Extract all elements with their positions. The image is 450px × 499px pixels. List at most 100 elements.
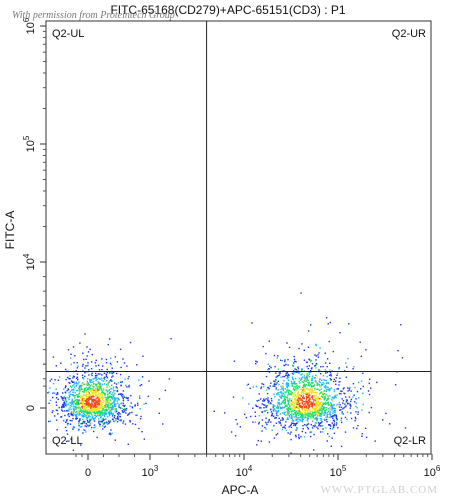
event-dot — [286, 404, 288, 406]
event-dot — [320, 366, 322, 368]
event-dot — [84, 404, 86, 407]
event-dot — [77, 403, 79, 406]
event-dot — [314, 389, 316, 391]
event-dot — [352, 383, 355, 385]
event-dot — [291, 415, 293, 417]
event-dot — [301, 400, 304, 402]
event-dot — [314, 392, 316, 394]
event-dot — [287, 407, 289, 410]
event-dot — [299, 418, 301, 420]
event-dot — [74, 355, 76, 357]
event-dot — [81, 414, 83, 416]
event-dot — [305, 400, 307, 403]
event-dot — [91, 407, 94, 409]
event-dot — [78, 410, 80, 412]
event-dot — [90, 394, 92, 396]
event-dot — [134, 404, 136, 406]
event-dot — [311, 388, 313, 390]
event-dot — [312, 417, 314, 419]
event-dot — [323, 414, 325, 416]
event-dot — [293, 355, 295, 358]
event-dot — [295, 399, 297, 401]
event-dot — [301, 368, 303, 370]
event-dot — [118, 399, 120, 401]
event-dot — [278, 405, 280, 407]
event-dot — [90, 410, 92, 412]
event-dot — [124, 423, 127, 425]
event-dot — [365, 436, 368, 439]
event-dot — [92, 385, 94, 387]
event-dot — [277, 355, 279, 357]
event-dot — [279, 422, 281, 424]
event-dot — [307, 417, 309, 419]
event-dot — [308, 382, 310, 385]
event-dot — [53, 415, 56, 417]
event-dot — [82, 381, 85, 383]
event-dot — [320, 395, 323, 398]
event-dot — [105, 374, 107, 376]
event-dot — [101, 377, 103, 379]
event-dot — [284, 402, 286, 404]
event-dot — [84, 375, 86, 378]
event-dot — [268, 441, 271, 443]
event-dot — [349, 404, 351, 406]
event-dot — [297, 391, 299, 394]
event-dot — [83, 413, 86, 416]
event-dot — [302, 407, 305, 410]
event-dot — [243, 413, 246, 416]
event-dot — [68, 397, 70, 399]
event-dot — [303, 436, 306, 438]
event-dot — [289, 414, 292, 416]
event-dot — [283, 411, 285, 414]
event-dot — [111, 408, 114, 410]
event-dot — [75, 402, 77, 405]
event-dot — [67, 376, 69, 379]
event-dot — [307, 393, 309, 395]
event-dot — [318, 415, 321, 417]
event-dot — [304, 377, 307, 379]
event-dot — [258, 393, 260, 395]
event-dot — [106, 368, 108, 371]
event-dot — [297, 412, 299, 414]
event-dot — [295, 385, 297, 387]
event-dot — [129, 412, 131, 414]
event-dot — [319, 414, 322, 416]
event-dot — [285, 363, 287, 366]
event-dot — [50, 378, 53, 380]
event-dot — [309, 414, 311, 416]
event-dot — [107, 397, 109, 399]
event-dot — [88, 408, 90, 411]
event-dot — [333, 388, 335, 391]
event-dot — [280, 385, 282, 388]
event-dot — [116, 389, 119, 392]
event-dot — [63, 420, 65, 422]
event-dot — [74, 397, 76, 399]
event-dot — [85, 386, 87, 389]
event-dot — [83, 429, 85, 431]
event-dot — [294, 360, 296, 362]
event-dot — [81, 385, 84, 387]
event-dot — [122, 404, 124, 407]
event-dot — [100, 393, 103, 395]
event-dot — [255, 404, 257, 406]
event-dot — [332, 417, 334, 419]
event-dot — [102, 380, 105, 382]
event-dot — [102, 393, 104, 395]
event-dot — [113, 416, 115, 419]
event-dot — [89, 385, 91, 387]
event-dot — [130, 394, 132, 397]
event-dot — [274, 396, 276, 398]
event-dot — [318, 411, 320, 413]
event-dot — [123, 405, 125, 408]
event-dot — [325, 394, 327, 396]
event-dot — [73, 395, 75, 397]
event-dot — [72, 394, 75, 396]
event-dot — [255, 385, 258, 388]
event-dot — [76, 410, 78, 413]
event-dot — [101, 401, 103, 403]
event-dot — [313, 408, 315, 410]
event-dot — [307, 367, 309, 370]
event-dot — [62, 403, 64, 406]
event-dot — [91, 416, 94, 419]
event-dot — [67, 403, 70, 405]
